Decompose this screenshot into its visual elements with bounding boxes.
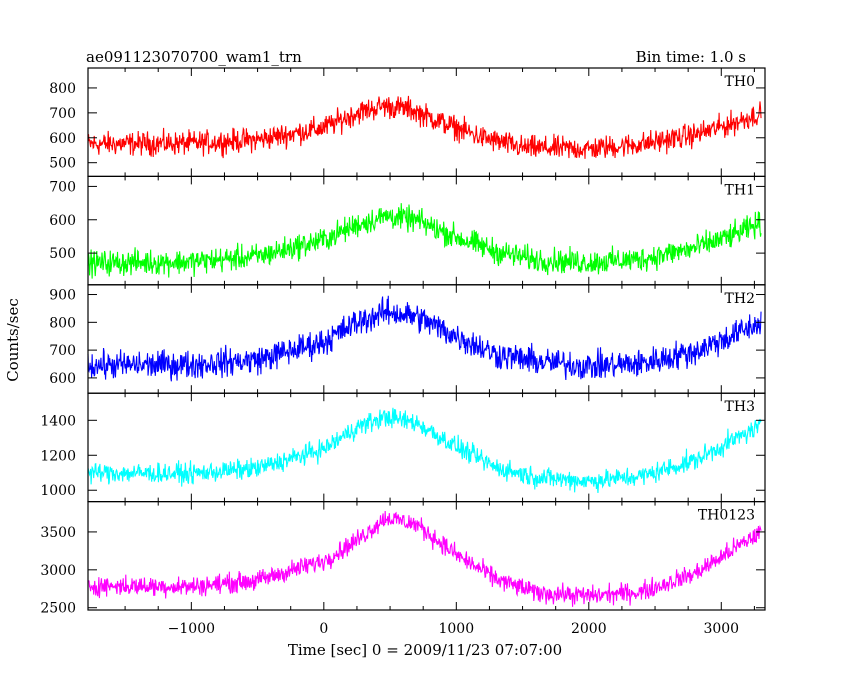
y-axis-label: Counts/sec	[4, 298, 22, 382]
panel-label-th3: TH3	[725, 399, 755, 415]
y-tick-label: 700	[49, 179, 76, 195]
y-tick-label: 3000	[40, 563, 76, 579]
chart-title-left: ae091123070700_wam1_trn	[86, 48, 302, 66]
y-tick-label: 2500	[40, 601, 76, 617]
y-tick-label: 1000	[40, 483, 76, 499]
y-tick-label: 800	[49, 315, 76, 331]
x-tick-label: 2000	[571, 621, 607, 637]
y-tick-label: 500	[49, 156, 76, 172]
panel-frame-th2	[87, 284, 766, 394]
y-tick-label: 1400	[40, 413, 76, 429]
panel-frame-th3	[87, 392, 766, 503]
y-tick-label: 3500	[40, 525, 76, 541]
y-tick-label: 500	[49, 246, 76, 262]
series-line-th0123	[87, 510, 762, 607]
panel-label-th0: TH0	[725, 74, 755, 90]
y-tick-label: 600	[49, 371, 76, 387]
chart-title-right: Bin time: 1.0 s	[636, 48, 746, 66]
y-tick-label: 700	[49, 343, 76, 359]
series-line-th1	[87, 203, 762, 279]
y-tick-label: 600	[49, 213, 76, 229]
panel-label-th1: TH1	[725, 182, 755, 198]
x-tick-label: 0	[319, 621, 328, 637]
panel-label-th0123: TH0123	[698, 508, 755, 524]
series-line-th2	[87, 295, 762, 382]
panels-group: 500 600 700 800 TH0 500 600 700 TH1 600 700 800 900 T…	[40, 67, 766, 637]
y-tick-label: 700	[49, 106, 76, 122]
panel-frame-th0123	[87, 501, 766, 611]
x-axis-label: Time [sec] 0 = 2009/11/23 07:07:00	[288, 641, 562, 659]
x-tick-label: −1000	[168, 621, 215, 637]
y-tick-label: 900	[49, 288, 76, 304]
x-tick-label: 1000	[438, 621, 474, 637]
panel-label-th2: TH2	[725, 291, 755, 307]
series-line-th3	[87, 407, 762, 493]
series-line-th0	[87, 95, 762, 159]
x-tick-label: 3000	[703, 621, 739, 637]
y-tick-label: 1200	[40, 448, 76, 464]
y-tick-label: 600	[49, 131, 76, 147]
y-tick-label: 800	[49, 81, 76, 97]
